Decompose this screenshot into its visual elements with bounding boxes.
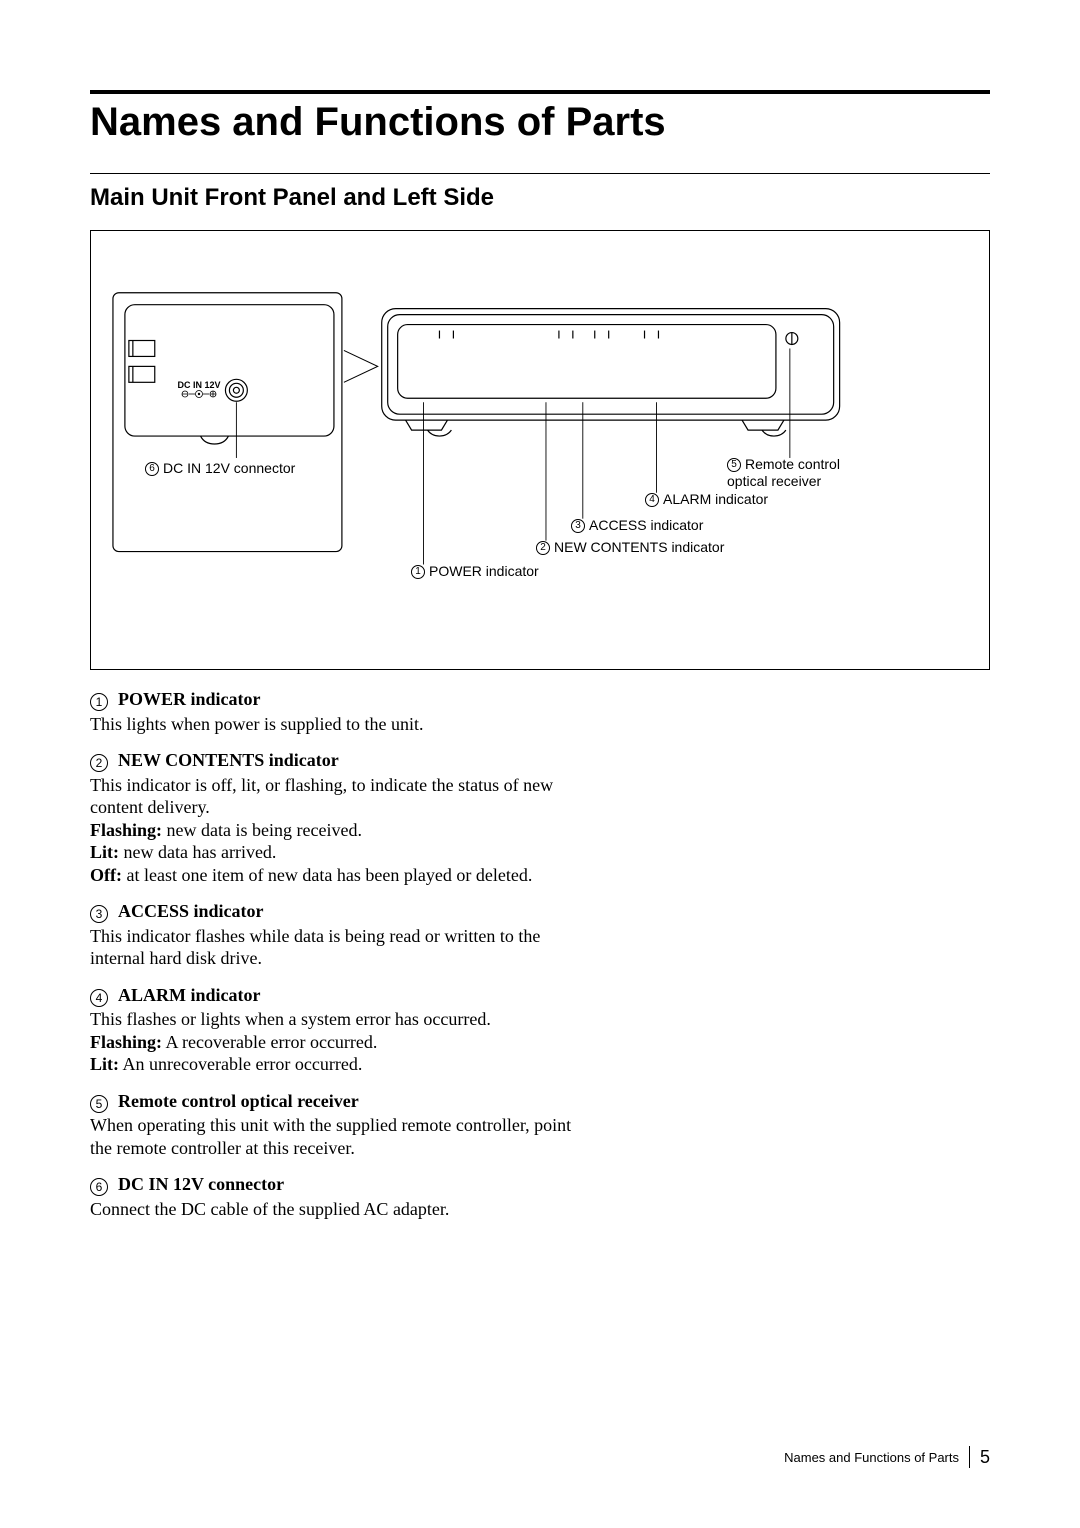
desc-item-6: 6 DC IN 12V connectorConnect the DC cable… (90, 1173, 580, 1220)
desc-title: NEW CONTENTS indicator (118, 749, 339, 772)
desc-item-2: 2 NEW CONTENTS indicatorThis indicator is… (90, 749, 580, 886)
callout-4: 4 ALARM indicator (645, 491, 768, 508)
desc-body: This flashes or lights when a system err… (90, 1008, 580, 1076)
circled-3-icon: 3 (571, 519, 585, 533)
desc-item-5: 5 Remote control optical receiverWhen ope… (90, 1090, 580, 1160)
page-footer: Names and Functions of Parts 5 (784, 1446, 990, 1468)
device-diagram (91, 231, 989, 669)
desc-head: 1 POWER indicator (90, 688, 580, 711)
circled-6-icon: 6 (90, 1178, 108, 1196)
footer-separator (969, 1446, 970, 1468)
desc-title: ACCESS indicator (118, 900, 264, 923)
desc-title: DC IN 12V connector (118, 1173, 284, 1196)
desc-title: POWER indicator (118, 688, 261, 711)
desc-line-bold: Flashing: (90, 1032, 162, 1052)
desc-title: ALARM indicator (118, 984, 261, 1007)
desc-item-3: 3 ACCESS indicatorThis indicator flashes … (90, 900, 580, 970)
page-title: Names and Functions of Parts (90, 100, 990, 145)
descriptions-column: 1 POWER indicatorThis lights when power i… (90, 688, 580, 1220)
desc-line-bold: Lit: (90, 1054, 119, 1074)
callout-1: 1 POWER indicator (411, 563, 539, 580)
desc-line-bold: Lit: (90, 842, 119, 862)
circled-5-icon: 5 (727, 458, 741, 472)
desc-head: 3 ACCESS indicator (90, 900, 580, 923)
circled-2-icon: 2 (536, 541, 550, 555)
circled-6-icon: 6 (145, 462, 159, 476)
desc-body: This indicator is off, lit, or flashing,… (90, 774, 580, 887)
callout-3-text: ACCESS indicator (589, 517, 703, 533)
diagram-container: DC IN 12V 1 POWER indicator 2 NEW CONTENTS… (90, 230, 990, 670)
desc-head: 5 Remote control optical receiver (90, 1090, 580, 1113)
dc-in-label: DC IN 12V (173, 381, 225, 400)
desc-item-4: 4 ALARM indicatorThis flashes or lights w… (90, 984, 580, 1076)
dc-in-text: DC IN 12V (177, 380, 220, 390)
desc-body: This lights when power is supplied to th… (90, 713, 580, 736)
page-subtitle: Main Unit Front Panel and Left Side (90, 184, 990, 212)
callout-3: 3 ACCESS indicator (571, 517, 703, 534)
desc-body: When operating this unit with the suppli… (90, 1114, 580, 1159)
desc-line-bold: Flashing: (90, 820, 162, 840)
circled-1-icon: 1 (90, 693, 108, 711)
desc-line-bold: Off: (90, 865, 122, 885)
circled-5-icon: 5 (90, 1095, 108, 1113)
circled-1-icon: 1 (411, 565, 425, 579)
callout-1-text: POWER indicator (429, 563, 539, 579)
callout-4-text: ALARM indicator (663, 491, 768, 507)
top-rule (90, 90, 990, 94)
circled-4-icon: 4 (645, 493, 659, 507)
desc-title: Remote control optical receiver (118, 1090, 359, 1113)
callout-6-text: DC IN 12V connector (163, 460, 295, 476)
desc-head: 2 NEW CONTENTS indicator (90, 749, 580, 772)
polarity-icon (179, 390, 219, 398)
callout-2-text: NEW CONTENTS indicator (554, 539, 724, 555)
callout-5-text: Remote controloptical receiver (727, 456, 840, 489)
circled-4-icon: 4 (90, 989, 108, 1007)
desc-head: 6 DC IN 12V connector (90, 1173, 580, 1196)
desc-head: 4 ALARM indicator (90, 984, 580, 1007)
desc-item-1: 1 POWER indicatorThis lights when power i… (90, 688, 580, 735)
footer-label: Names and Functions of Parts (784, 1450, 959, 1465)
callout-5: 5Remote controloptical receiver (727, 456, 867, 490)
desc-body: Connect the DC cable of the supplied AC … (90, 1198, 580, 1221)
desc-body: This indicator flashes while data is bei… (90, 925, 580, 970)
circled-3-icon: 3 (90, 905, 108, 923)
circled-2-icon: 2 (90, 754, 108, 772)
thin-rule (90, 173, 990, 174)
callout-6: 6 DC IN 12V connector (145, 460, 295, 477)
callout-2: 2 NEW CONTENTS indicator (536, 539, 724, 556)
page-number: 5 (980, 1447, 990, 1468)
